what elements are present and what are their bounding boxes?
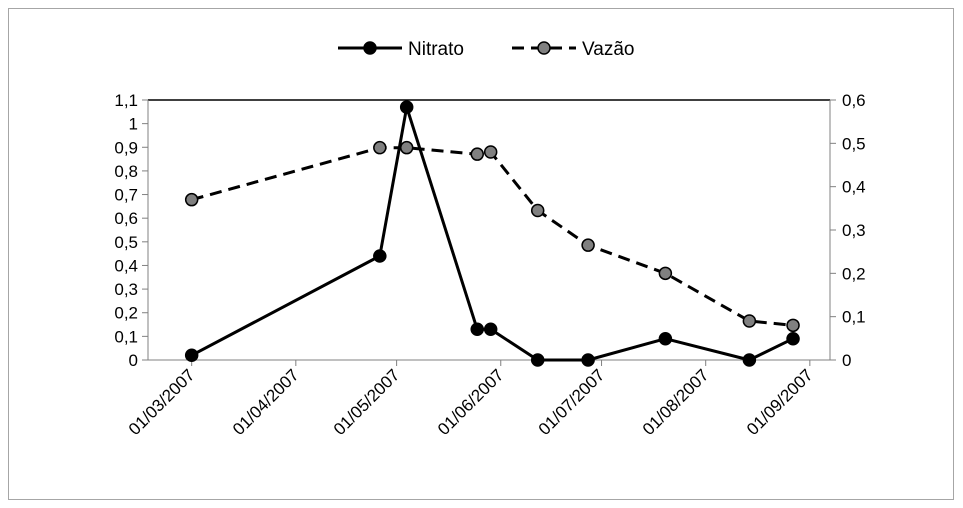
x-tick-label: 01/07/2007	[535, 365, 609, 439]
vaz-o-data-point	[184, 192, 199, 207]
nitrato-data-point	[483, 322, 498, 337]
legend: Nitrato Vazão	[338, 39, 634, 60]
y-right-tick-label: 0,5	[842, 134, 866, 153]
vaz-o-data-point	[786, 318, 800, 333]
nitrato-data-point	[373, 249, 387, 263]
legend-vaz-o-label: Vazão	[582, 39, 634, 60]
y-left-tick-label: 0,8	[114, 162, 138, 181]
nitrato-data-point	[581, 353, 595, 367]
x-tick-label: 01/05/2007	[330, 365, 404, 439]
vaz-o-data-point	[399, 140, 414, 155]
y-right-tick-label: 0,3	[842, 221, 866, 240]
nitrato-series-line	[190, 105, 794, 362]
chart-frame	[8, 8, 954, 500]
vaz-o-series-line	[191, 146, 794, 327]
y-left-tick-label: 0,7	[114, 186, 138, 205]
nitrato-data-point	[658, 331, 673, 346]
vaz-o-data-point	[483, 145, 498, 159]
y-left-tick-label: 0	[129, 351, 138, 370]
y-left-tick-label: 0,1	[114, 327, 138, 346]
x-tick-label: 01/03/2007	[125, 365, 199, 439]
series-layer	[184, 100, 800, 367]
vaz-o-data-point	[373, 140, 387, 155]
nitrato-data-point	[530, 353, 545, 367]
legend-nitrato-label: Nitrato	[408, 39, 464, 60]
vaz-o-data-point	[742, 314, 757, 328]
vaz-o-data-point	[658, 266, 673, 281]
y-right-tick-label: 0,1	[842, 308, 866, 327]
y-left-tick-label: 0,2	[114, 304, 138, 323]
y-left-tick-label: 0,9	[114, 138, 138, 157]
y-left-tick-label: 1	[129, 115, 138, 134]
vaz-o-data-point	[530, 203, 545, 218]
y-left-tick-label: 0,5	[114, 233, 138, 252]
nitrato-data-point	[399, 100, 414, 114]
nitrato-data-point	[470, 322, 484, 337]
x-tick-label: 01/04/2007	[229, 365, 303, 439]
y-left-tick-label: 0,4	[114, 256, 138, 275]
y-left-tick-label: 0,3	[114, 280, 138, 299]
x-tick-label: 01/09/2007	[743, 365, 817, 439]
vaz-o-data-point	[581, 238, 595, 252]
x-tick-label: 01/06/2007	[434, 365, 508, 439]
y-left-tick-label: 0,6	[114, 209, 138, 228]
legend-nitrato-marker	[363, 41, 377, 55]
nitrato-data-point	[742, 353, 757, 367]
legend-vaz-o-marker	[537, 41, 551, 55]
x-tick-label: 01/08/2007	[639, 365, 713, 439]
y-right-tick-label: 0	[842, 351, 851, 370]
y-right-tick-label: 0,2	[842, 264, 866, 283]
axes-layer: 0 0,1 0,2 0,3 0,4 0,5 0,6 0,7 0,8 0,9 1 1,1 0 0,1 0,2 0…	[114, 91, 865, 439]
y-right-tick-label: 0,6	[842, 91, 866, 110]
vaz-o-data-point	[470, 147, 484, 161]
y-right-tick-label: 0,4	[842, 178, 866, 197]
nitrato-data-point	[184, 348, 199, 363]
y-left-tick-label: 1,1	[114, 91, 138, 110]
nitrato-data-point	[786, 331, 800, 346]
